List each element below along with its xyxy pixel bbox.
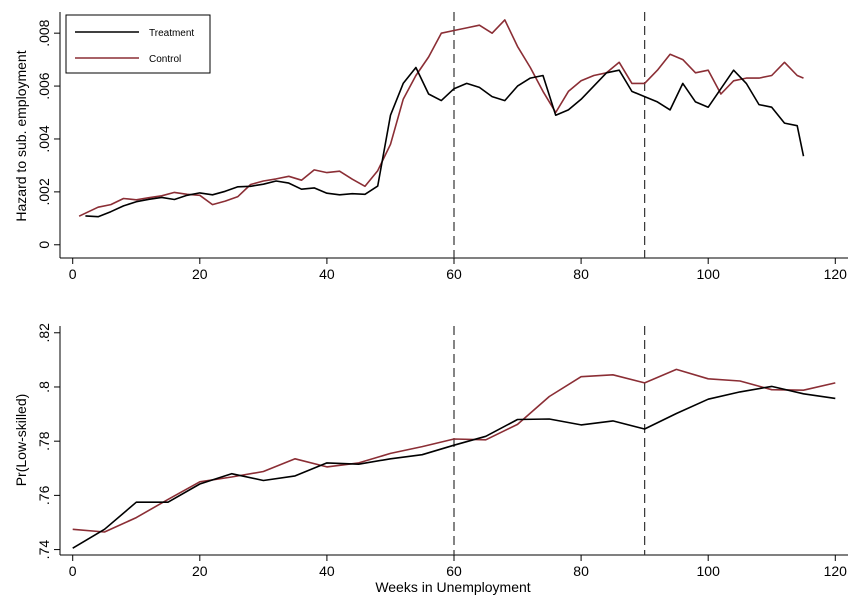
legend: Treatment Control [65, 14, 211, 74]
low-skilled-panel: Pr(Low-skilled) Weeks in Unemployment 0 2… [13, 323, 848, 595]
bottom-x-tick-label: 40 [319, 563, 335, 579]
top-series-treatment [85, 66, 805, 218]
bottom-x-tick-label: 20 [192, 563, 208, 579]
bottom-x-axis-label: Weeks in Unemployment [375, 579, 530, 595]
bottom-x-tick-label: 120 [824, 563, 848, 579]
top-y-tick-label: .004 [36, 125, 52, 152]
top-y-tick-label: .006 [36, 72, 52, 99]
bottom-y-tick-label: .78 [36, 431, 52, 451]
top-x-tick-label: 80 [573, 266, 589, 282]
top-x-tick-label: 40 [319, 266, 335, 282]
bottom-y-tick-label: .74 [36, 540, 52, 560]
top-series-control [78, 19, 804, 217]
top-x-tick-label: 100 [697, 266, 721, 282]
bottom-y-tick-label: .76 [36, 485, 52, 505]
bottom-y-tick-label: .82 [36, 323, 52, 343]
top-x-tick-label: 120 [824, 266, 848, 282]
bottom-x-tick-label: 100 [697, 563, 721, 579]
top-y-tick-label: .002 [36, 178, 52, 205]
top-y-tick-label: 0 [36, 241, 52, 249]
bottom-y-axis-label: Pr(Low-skilled) [13, 394, 29, 487]
top-y-axis-label: Hazard to sub. employment [13, 50, 29, 221]
bottom-series-control [72, 368, 836, 533]
top-x-tick-label: 60 [446, 266, 462, 282]
legend-box [65, 14, 211, 74]
bottom-x-tick-label: 0 [69, 563, 77, 579]
top-x-tick-label: 20 [192, 266, 208, 282]
bottom-x-tick-label: 60 [446, 563, 462, 579]
bottom-x-tick-label: 80 [573, 563, 589, 579]
bottom-y-tick-label: .8 [36, 381, 52, 393]
top-y-tick-label: .008 [36, 19, 52, 46]
top-x-tick-label: 0 [69, 266, 77, 282]
legend-label-treatment: Treatment [149, 28, 194, 39]
hazard-panel: Hazard to sub. employment 0 20 40 60 80 100 12… [13, 12, 848, 282]
legend-label-control: Control [149, 54, 181, 65]
bottom-series-treatment [72, 385, 836, 549]
